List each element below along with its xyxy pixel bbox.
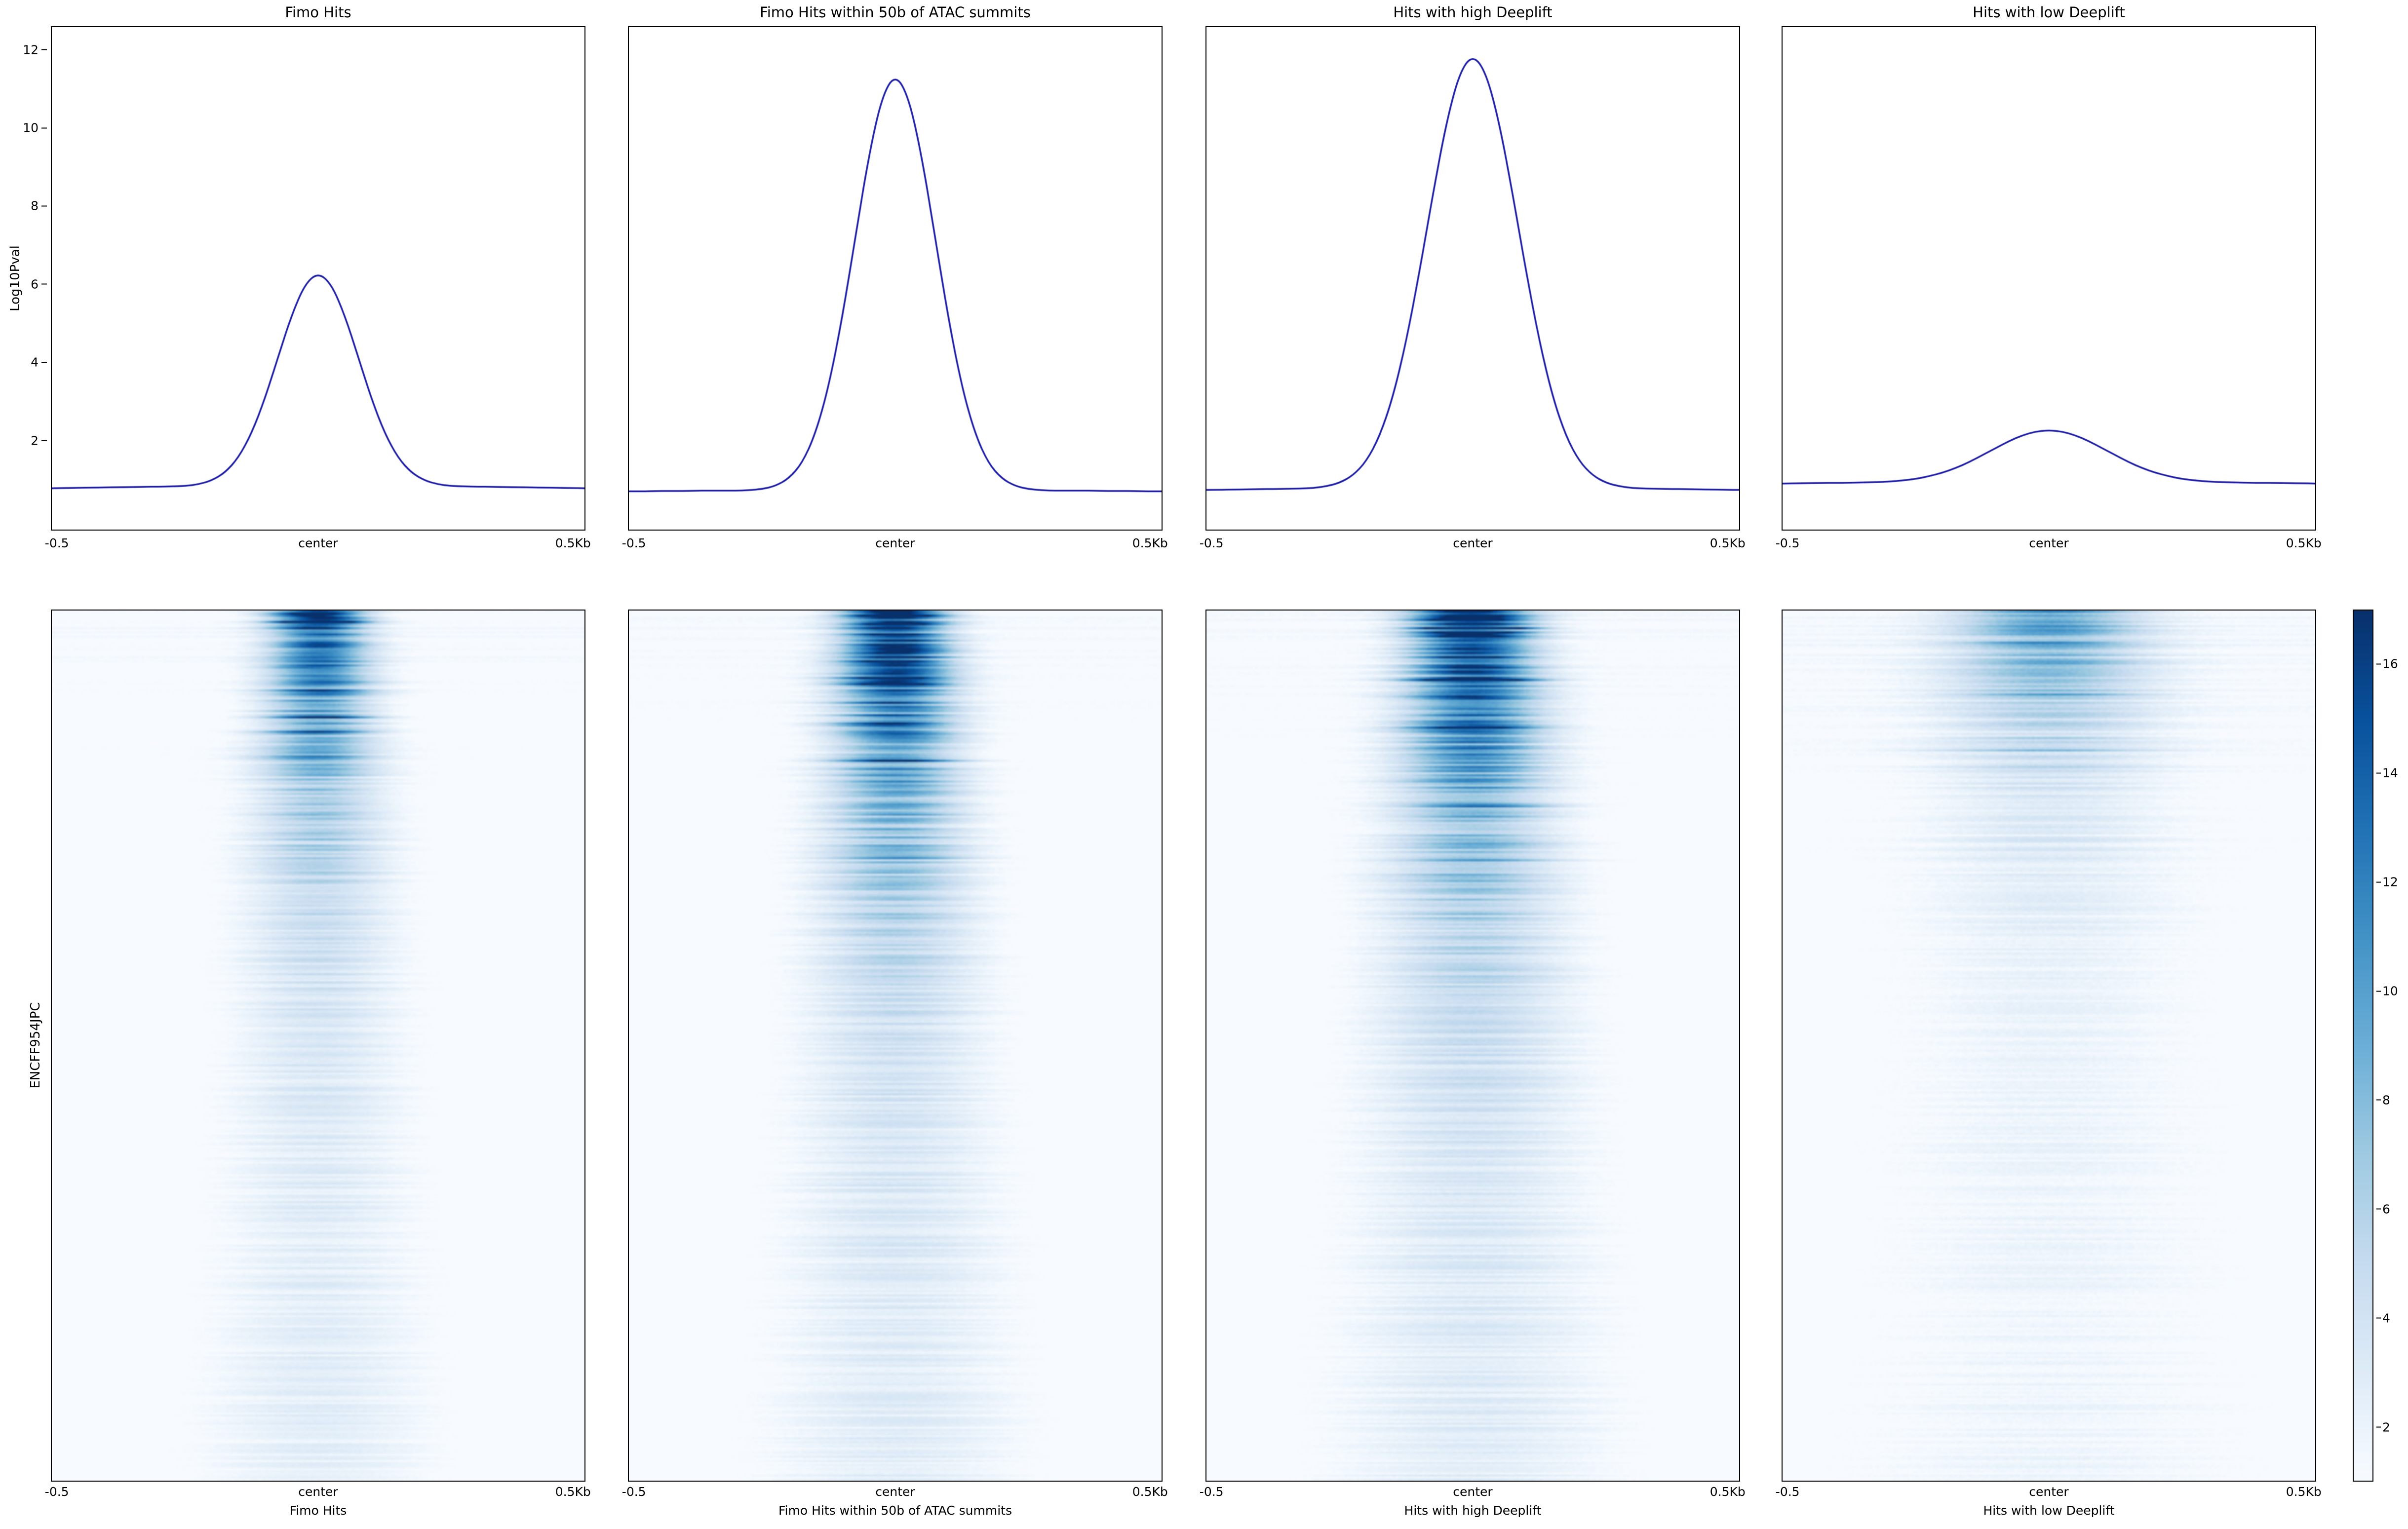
y-tick-label: 12 xyxy=(23,42,39,57)
x-tick-center: center xyxy=(875,1485,915,1499)
heatmap-subtitle: Fimo Hits within 50b of ATAC summits xyxy=(778,1503,1012,1518)
colorbar-tick-label: 4 xyxy=(2382,1311,2390,1326)
profile-title: Hits with high Deeplift xyxy=(1393,4,1553,21)
y-tick-label: 10 xyxy=(23,120,39,135)
profile-y-axis-ticks: 12 10 8 6 4 2 xyxy=(0,26,47,531)
x-tick-center: center xyxy=(2029,1485,2069,1499)
x-tick-left: -0.5 xyxy=(44,536,69,550)
colorbar-ticks: 16 14 12 10 8 6 4 2 xyxy=(2376,610,2408,1482)
heatmap-plot xyxy=(628,610,1163,1482)
colorbar-tick-label: 14 xyxy=(2382,765,2398,780)
x-tick-right: 0.5Kb xyxy=(2286,1485,2322,1499)
heatmap-canvas xyxy=(629,611,1162,1481)
heatmap-plot xyxy=(1205,610,1740,1482)
profile-line-canvas xyxy=(1206,27,1739,530)
y-tick-label: 4 xyxy=(31,355,39,370)
profile-plot xyxy=(1205,26,1740,531)
profile-plot xyxy=(628,26,1163,531)
heatmap-canvas xyxy=(1206,611,1739,1481)
x-tick-center: center xyxy=(2029,536,2069,550)
profile-line-canvas xyxy=(52,27,584,530)
y-tick-label: 6 xyxy=(31,277,39,292)
profile-x-axis: -0.5 center 0.5Kb xyxy=(622,536,1168,553)
x-tick-center: center xyxy=(875,536,915,550)
colorbar-tick-label: 8 xyxy=(2382,1093,2390,1108)
x-tick-right: 0.5Kb xyxy=(555,536,591,550)
y-tick-label: 2 xyxy=(31,433,39,448)
x-tick-left: -0.5 xyxy=(44,1485,69,1499)
profile-plot xyxy=(51,26,585,531)
colorbar-tick-label: 12 xyxy=(2382,875,2398,889)
heatmap-x-axis: -0.5 center 0.5Kb xyxy=(622,1485,1168,1501)
panel-column-low-deeplift: Hits with low Deeplift -0.5 center 0.5Kb… xyxy=(1776,0,2322,1529)
profile-x-axis: -0.5 center 0.5Kb xyxy=(45,536,591,553)
profile-line-canvas xyxy=(1783,27,2315,530)
x-tick-right: 0.5Kb xyxy=(2286,536,2322,550)
profile-title: Hits with low Deeplift xyxy=(1973,4,2125,21)
profile-x-axis: -0.5 center 0.5Kb xyxy=(1776,536,2322,553)
x-tick-right: 0.5Kb xyxy=(1709,1485,1746,1499)
x-tick-center: center xyxy=(298,1485,338,1499)
heatmap-y-axis-label: ENCFF954JPC xyxy=(28,1002,43,1089)
panel-column-fimo-hits: Fimo Hits -0.5 center 0.5Kb -0.5 center … xyxy=(45,0,591,1529)
heatmap-canvas xyxy=(52,611,584,1481)
heatmap-plot xyxy=(1782,610,2316,1482)
colorbar-tick-label: 10 xyxy=(2382,984,2398,998)
x-tick-left: -0.5 xyxy=(1199,536,1224,550)
heatmap-subtitle: Fimo Hits xyxy=(289,1503,347,1518)
colorbar-tick-label: 16 xyxy=(2382,656,2398,671)
x-tick-right: 0.5Kb xyxy=(1709,536,1746,550)
x-tick-center: center xyxy=(1453,1485,1493,1499)
x-tick-right: 0.5Kb xyxy=(555,1485,591,1499)
x-tick-left: -0.5 xyxy=(1775,536,1800,550)
colorbar-gradient-canvas xyxy=(2354,611,2372,1481)
heatmap-plot xyxy=(51,610,585,1482)
colorbar-tick-label: 2 xyxy=(2382,1420,2390,1435)
heatmap-canvas xyxy=(1783,611,2315,1481)
colorbar xyxy=(2353,610,2373,1482)
x-tick-center: center xyxy=(298,536,338,550)
x-tick-right: 0.5Kb xyxy=(1132,1485,1168,1499)
profile-plot xyxy=(1782,26,2316,531)
profile-title: Fimo Hits xyxy=(285,4,351,21)
heatmap-x-axis: -0.5 center 0.5Kb xyxy=(45,1485,591,1501)
x-tick-center: center xyxy=(1453,536,1493,550)
x-tick-left: -0.5 xyxy=(1775,1485,1800,1499)
profile-line-canvas xyxy=(629,27,1162,530)
heatmap-subtitle: Hits with low Deeplift xyxy=(1983,1503,2115,1518)
x-tick-left: -0.5 xyxy=(621,536,646,550)
x-tick-left: -0.5 xyxy=(621,1485,646,1499)
profile-title: Fimo Hits within 50b of ATAC summits xyxy=(760,4,1031,21)
heatmap-subtitle: Hits with high Deeplift xyxy=(1404,1503,1542,1518)
x-tick-left: -0.5 xyxy=(1199,1485,1224,1499)
heatmap-x-axis: -0.5 center 0.5Kb xyxy=(1200,1485,1746,1501)
y-tick-label: 8 xyxy=(31,198,39,213)
profile-x-axis: -0.5 center 0.5Kb xyxy=(1200,536,1746,553)
x-tick-right: 0.5Kb xyxy=(1132,536,1168,550)
heatmap-x-axis: -0.5 center 0.5Kb xyxy=(1776,1485,2322,1501)
colorbar-tick-label: 6 xyxy=(2382,1202,2390,1217)
panel-column-high-deeplift: Hits with high Deeplift -0.5 center 0.5K… xyxy=(1200,0,1746,1529)
panel-column-fimo-hits-atac: Fimo Hits within 50b of ATAC summits -0.… xyxy=(622,0,1168,1529)
